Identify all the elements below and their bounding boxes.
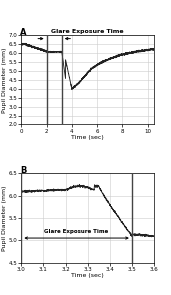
X-axis label: Time (sec): Time (sec) xyxy=(71,273,104,278)
Text: A: A xyxy=(20,28,27,37)
X-axis label: Time (sec): Time (sec) xyxy=(71,135,104,140)
Text: B: B xyxy=(20,166,27,175)
Title: Glare Exposure Time: Glare Exposure Time xyxy=(51,29,124,34)
Y-axis label: Pupil Diameter (mm): Pupil Diameter (mm) xyxy=(2,47,7,113)
Y-axis label: Pupil Diameter (mm): Pupil Diameter (mm) xyxy=(2,185,7,251)
Text: Glare Exposure Time: Glare Exposure Time xyxy=(44,229,109,234)
